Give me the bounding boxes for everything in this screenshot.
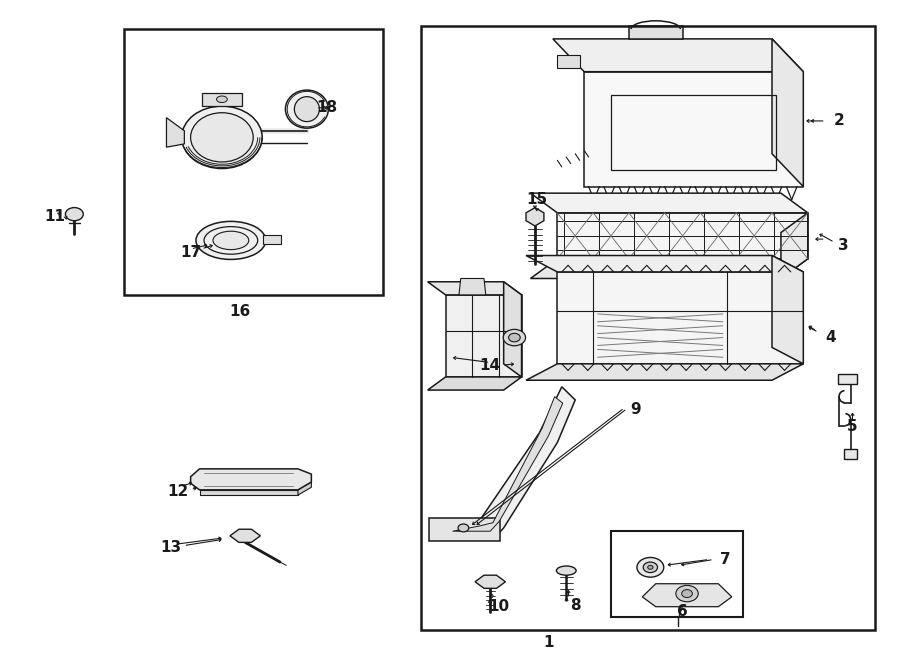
Ellipse shape	[294, 97, 320, 122]
Text: 9: 9	[631, 402, 642, 417]
Polygon shape	[584, 71, 804, 187]
Text: 5: 5	[847, 418, 858, 434]
Text: 4: 4	[824, 330, 835, 345]
Ellipse shape	[191, 113, 253, 162]
Ellipse shape	[458, 524, 469, 532]
Polygon shape	[298, 482, 311, 495]
Text: 16: 16	[230, 304, 250, 319]
Bar	[611, 531, 743, 616]
Ellipse shape	[66, 208, 84, 220]
Polygon shape	[526, 364, 804, 380]
Polygon shape	[441, 387, 575, 538]
Polygon shape	[428, 518, 500, 541]
Polygon shape	[772, 256, 804, 364]
Text: 17: 17	[180, 245, 202, 260]
Polygon shape	[166, 118, 184, 147]
Text: 18: 18	[316, 101, 338, 115]
Polygon shape	[475, 575, 506, 589]
Ellipse shape	[648, 565, 653, 569]
Polygon shape	[843, 449, 857, 459]
Polygon shape	[643, 584, 732, 606]
Polygon shape	[530, 259, 808, 279]
Ellipse shape	[681, 590, 692, 598]
Polygon shape	[453, 397, 562, 531]
Polygon shape	[781, 213, 808, 279]
Ellipse shape	[676, 585, 698, 602]
Polygon shape	[526, 208, 544, 226]
Text: 1: 1	[543, 636, 553, 650]
Ellipse shape	[285, 90, 328, 128]
Polygon shape	[446, 295, 522, 377]
Text: 3: 3	[838, 238, 849, 253]
Text: 8: 8	[570, 598, 580, 613]
Text: 12: 12	[167, 485, 189, 499]
Ellipse shape	[213, 231, 248, 250]
Polygon shape	[526, 256, 804, 272]
Ellipse shape	[503, 330, 526, 346]
Polygon shape	[230, 529, 260, 542]
Text: 13: 13	[160, 540, 182, 555]
Polygon shape	[557, 56, 580, 68]
Polygon shape	[428, 377, 522, 390]
Bar	[123, 29, 382, 295]
Ellipse shape	[196, 221, 266, 260]
Polygon shape	[459, 279, 486, 295]
Text: 14: 14	[480, 357, 500, 373]
Bar	[611, 95, 777, 170]
Polygon shape	[504, 282, 522, 377]
Bar	[421, 26, 875, 630]
Polygon shape	[200, 490, 298, 495]
Polygon shape	[557, 213, 808, 259]
Polygon shape	[838, 373, 857, 383]
Ellipse shape	[637, 557, 664, 577]
Ellipse shape	[556, 566, 576, 575]
Polygon shape	[553, 39, 804, 71]
Ellipse shape	[508, 333, 520, 342]
Polygon shape	[202, 93, 241, 106]
Text: 6: 6	[677, 604, 688, 620]
Polygon shape	[191, 469, 311, 490]
Polygon shape	[263, 235, 281, 244]
Ellipse shape	[182, 106, 262, 169]
Text: 7: 7	[720, 552, 731, 567]
Polygon shape	[428, 282, 522, 295]
Polygon shape	[557, 272, 804, 364]
Ellipse shape	[217, 96, 228, 103]
Polygon shape	[629, 26, 682, 39]
Ellipse shape	[644, 562, 658, 573]
Polygon shape	[772, 39, 804, 187]
Polygon shape	[530, 193, 808, 213]
Text: 15: 15	[526, 192, 547, 207]
Text: 2: 2	[833, 113, 844, 128]
Text: 11: 11	[44, 209, 65, 224]
Text: 10: 10	[489, 599, 509, 614]
